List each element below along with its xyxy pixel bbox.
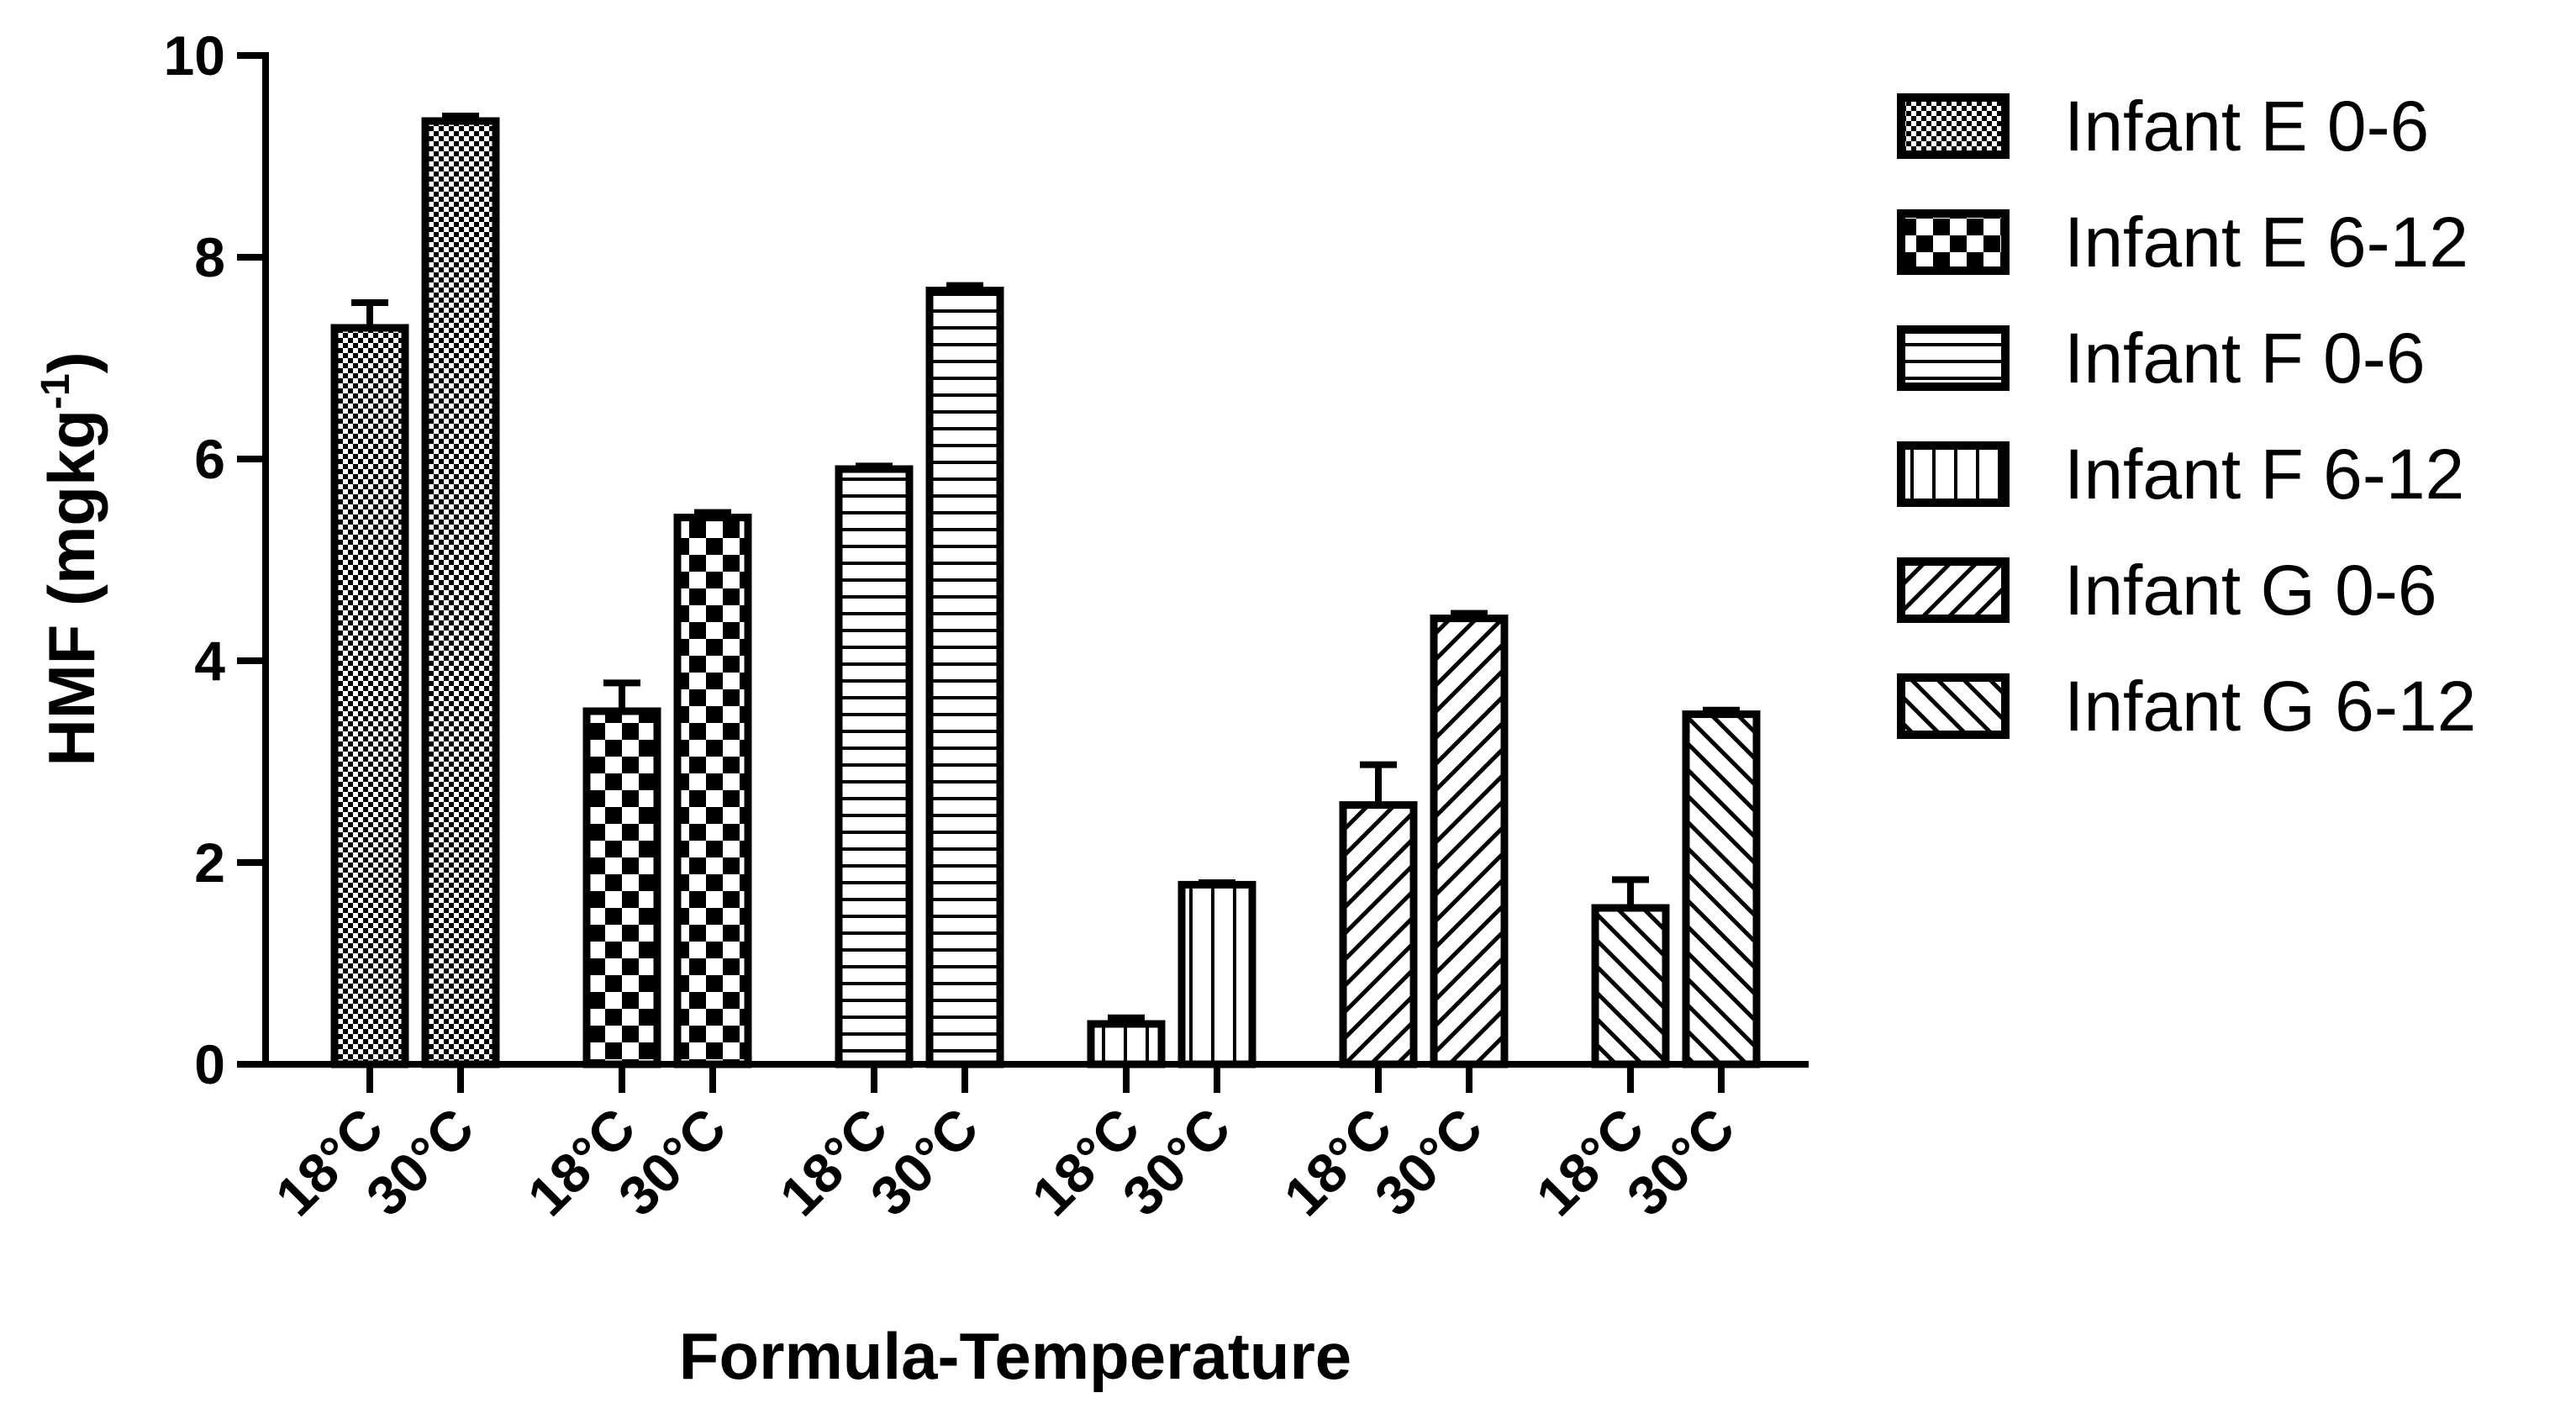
bar [582, 707, 661, 1068]
bar [673, 514, 752, 1068]
legend-label: Infant G 0-6 [2064, 551, 2437, 630]
x-tick-label: 30°C [1362, 1096, 1494, 1228]
bar [1682, 710, 1761, 1068]
y-tick-label: 4 [194, 630, 225, 692]
legend-label: Infant E 0-6 [2064, 87, 2429, 166]
y-axis-title-sup: -1 [34, 373, 78, 409]
y-axis-title-close: ) [34, 351, 108, 373]
y-tick-label: 6 [194, 428, 225, 490]
legend-label: Infant E 6-12 [2064, 203, 2468, 282]
bar [1430, 615, 1509, 1068]
legend-swatch [1897, 557, 2010, 623]
y-tick-label: 10 [164, 24, 225, 87]
x-tick-label: 30°C [858, 1096, 990, 1228]
y-tick-label: 0 [194, 1033, 225, 1095]
y-tick-label: 2 [194, 831, 225, 894]
y-axis-ticks: 0 2 4 6 8 10 [164, 24, 266, 1095]
y-tick-label: 8 [194, 226, 225, 288]
x-tick-label: 30°C [1110, 1096, 1242, 1228]
x-axis-ticks: 18°C30°C 18°C30°C 18°C30°C 18°C30°C 18°C30°C… [263, 1064, 1746, 1227]
bars [330, 113, 1761, 1068]
y-axis-title-main: HMF (mgkg [34, 409, 108, 767]
bar [330, 324, 409, 1068]
legend-swatch [1897, 325, 2010, 391]
x-axis-title: Formula-Temperature [679, 1319, 1351, 1393]
legend: Infant E 0-6 Infant E 6-12 Infant F 0-6 Inf… [1897, 87, 2476, 746]
legend-swatch [1897, 93, 2010, 159]
bar [925, 287, 1004, 1068]
bar [1339, 801, 1418, 1068]
legend-label: Infant G 6-12 [2064, 667, 2476, 746]
legend-label: Infant F 6-12 [2064, 435, 2464, 514]
bar [1177, 880, 1256, 1068]
legend-label: Infant F 0-6 [2064, 319, 2426, 398]
legend-swatch [1897, 673, 2010, 739]
bar [835, 465, 914, 1068]
bar [1591, 904, 1670, 1068]
bar [421, 117, 500, 1068]
legend-swatch [1897, 209, 2010, 275]
x-tick-label: 30°C [354, 1096, 486, 1228]
bar [1087, 1020, 1166, 1068]
x-tick-label: 30°C [606, 1096, 738, 1228]
x-tick-label: 30°C [1615, 1096, 1746, 1228]
y-axis-title: HMF (mgkg-1) [34, 351, 108, 766]
legend-swatch [1897, 441, 2010, 507]
